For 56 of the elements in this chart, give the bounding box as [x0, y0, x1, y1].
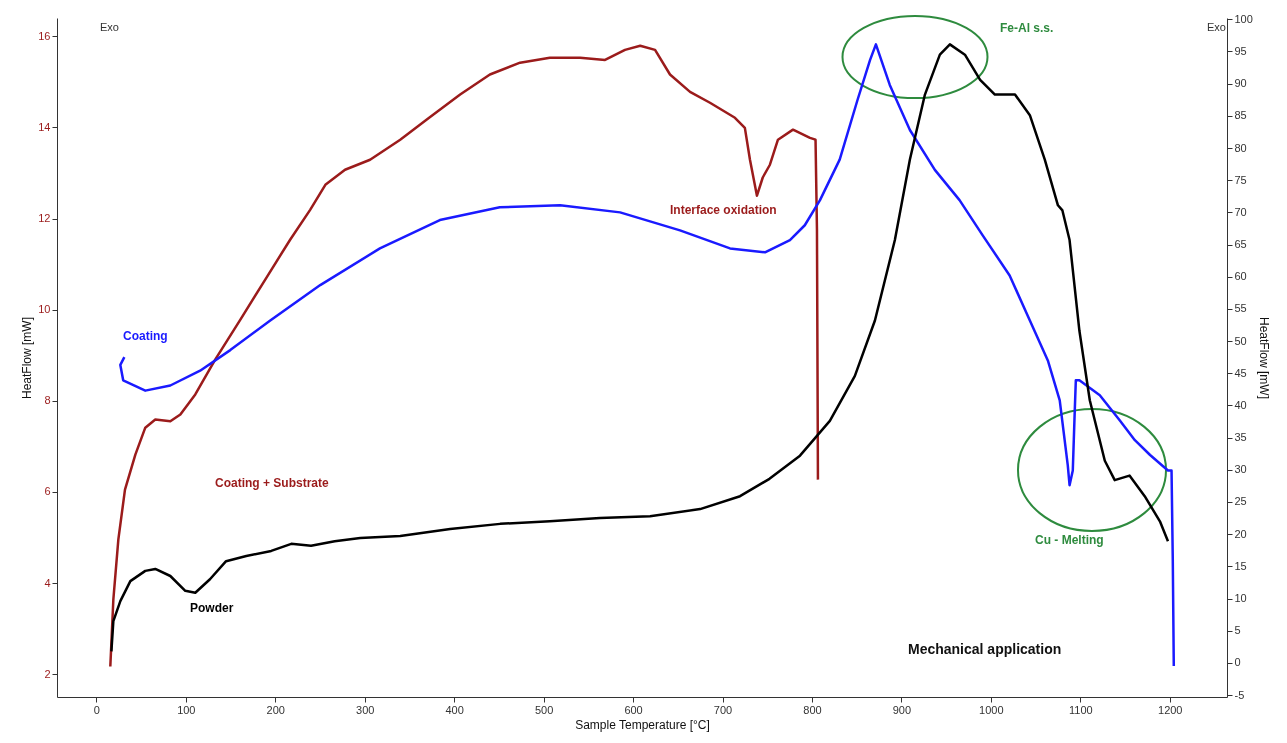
y2-tick-label: 70	[1234, 205, 1247, 218]
x-tick-label: 1100	[1068, 703, 1093, 716]
series-label: Coating	[123, 329, 168, 343]
x-tick-label: 300	[356, 703, 375, 716]
y2-tick-label: 80	[1234, 141, 1247, 154]
y2-tick-label: 40	[1234, 398, 1247, 411]
x-tick-label: 1000	[979, 703, 1004, 716]
x-tick-label: 100	[177, 703, 196, 716]
y-tick-label: 12	[38, 212, 51, 225]
y-tick-label: 14	[38, 120, 51, 133]
y-tick-label: 16	[38, 29, 51, 42]
y2-tick-label: -5	[1234, 688, 1245, 701]
x-tick-label: 400	[445, 703, 464, 716]
y2-tick-label: 60	[1234, 270, 1247, 283]
y2-tick-label: 95	[1234, 44, 1247, 57]
y-tick-label: 8	[44, 394, 51, 407]
x-tick-label: 900	[892, 703, 912, 716]
y2-tick-label: 20	[1234, 527, 1247, 540]
y2-tick-label: 65	[1234, 238, 1247, 251]
x-tick-label: 700	[713, 703, 733, 716]
series-label: Powder	[190, 601, 234, 615]
y2-tick-label: 45	[1234, 366, 1247, 379]
annotation: Exo	[1207, 21, 1226, 33]
x-tick-label: 500	[534, 703, 554, 716]
y2-axis-title: HeatFlow [mW]	[1256, 316, 1271, 400]
line-series	[109, 44, 820, 668]
annotation: Fe-Al s.s.	[1000, 21, 1054, 35]
y-tick-label: 4	[44, 576, 51, 589]
x-tick-label: 600	[624, 703, 643, 716]
annotation: Exo	[100, 21, 119, 33]
y-tick-label: 2	[44, 667, 51, 680]
y-tick-label: 10	[38, 303, 51, 316]
x-tick-label: 0	[93, 703, 100, 716]
y2-tick-label: 90	[1234, 77, 1247, 90]
annotation: Interface oxidation	[670, 203, 777, 217]
y2-tick-label: 75	[1234, 173, 1247, 186]
y-axis-title: HeatFlow [mW]	[20, 316, 35, 400]
x-tick-label: 800	[803, 703, 822, 716]
y-tick-label: 6	[44, 485, 51, 498]
x-tick-label: 1200	[1158, 703, 1183, 716]
y2-tick-label: 30	[1234, 463, 1247, 476]
y2-tick-label: 0	[1234, 656, 1241, 669]
x-axis-title: Sample Temperature [°C]	[575, 717, 710, 732]
x-tick-label: 200	[266, 703, 285, 716]
y2-tick-label: 35	[1234, 431, 1247, 444]
annotation: Cu - Melting	[1035, 533, 1104, 547]
y2-tick-label: 50	[1234, 334, 1247, 347]
text: Coating + Substrate	[215, 476, 330, 490]
y2-tick-label: 10	[1234, 592, 1247, 605]
y2-tick-label: 15	[1234, 559, 1247, 572]
y2-tick-label: 100	[1234, 12, 1253, 25]
y2-tick-label: 55	[1234, 302, 1247, 315]
y2-tick-label: 25	[1234, 495, 1247, 508]
y2-tick-label: 5	[1234, 624, 1241, 637]
annotation: Mechanical application	[908, 641, 1062, 657]
y2-tick-label: 85	[1234, 109, 1247, 122]
